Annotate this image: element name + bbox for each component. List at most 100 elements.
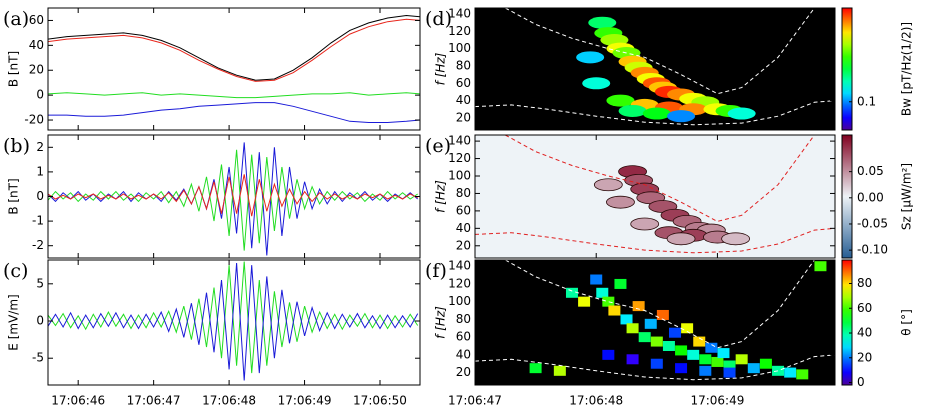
x-tick-label: 17:06:48: [569, 394, 623, 408]
x-tick-label: 17:06:48: [202, 394, 256, 408]
colorbar-tick-label: 20: [857, 350, 872, 364]
spectral-cell: [588, 16, 617, 29]
y-tick-label: -20: [24, 113, 44, 127]
spectral-cell: [705, 342, 718, 353]
y-tick-label: 20: [456, 365, 471, 379]
y-tick-label: 1: [36, 164, 44, 178]
dashed-curve: [475, 227, 835, 254]
spectral-cell: [644, 318, 657, 329]
y-tick-label: 60: [29, 13, 44, 27]
spectral-cell: [596, 287, 609, 298]
y-tick-label: 100: [448, 169, 471, 183]
y-tick-label: 100: [448, 294, 471, 308]
spectral-cell: [662, 340, 675, 351]
x-tick-label: 17:06:46: [51, 394, 105, 408]
plot-frame: [474, 134, 836, 259]
spectral-cell: [656, 309, 669, 320]
spectral-cell: [606, 94, 635, 107]
colorbar-tick-label: -0.05: [857, 216, 888, 230]
colorbar-tick-label: -0.10: [857, 243, 888, 257]
plot-frame: [47, 259, 421, 386]
y-tick-label: 20: [456, 110, 471, 124]
spectral-cell: [727, 107, 756, 120]
colorbar: [841, 7, 853, 131]
series-line: [48, 18, 420, 82]
plot-area: [48, 261, 419, 381]
colorbar-tick-label: 0: [857, 375, 865, 389]
spectral-cell: [626, 323, 639, 334]
y-tick-label: 20: [456, 238, 471, 252]
spectral-cell: [669, 327, 681, 338]
spectral-cell: [576, 51, 605, 64]
plot-area: [475, 260, 835, 385]
y-tick-label: 0: [36, 88, 44, 102]
spectral-cell: [642, 107, 671, 120]
spectral-cell: [717, 348, 730, 359]
x-tick-label: 17:06:47: [127, 394, 181, 408]
spectral-cell: [772, 365, 785, 376]
colorbar-label: Sz [μW/m²]: [900, 163, 914, 230]
colorbar-tick-label: 40: [857, 326, 872, 340]
spectral-cell: [626, 354, 639, 365]
spectral-cell: [608, 305, 621, 316]
y-tick-label: 140: [448, 259, 471, 273]
y-tick-label: 0: [36, 189, 44, 203]
x-tick-label: 17:06:49: [690, 394, 744, 408]
spectral-cell: [638, 332, 651, 343]
colorbar: [841, 134, 853, 259]
series-line: [48, 92, 420, 99]
spectral-cell: [650, 336, 663, 347]
y-tick-label: 40: [456, 347, 471, 361]
spectral-cell: [632, 301, 645, 312]
plot-frame: [474, 7, 836, 131]
series-line: [48, 102, 420, 123]
y-tick-label: 140: [448, 7, 471, 21]
panel-label: (a): [3, 8, 29, 30]
colorbar-tick-label: 0.05: [857, 164, 884, 178]
colorbar-label: θ [°]: [900, 309, 914, 336]
y-tick-label: 60: [456, 76, 471, 90]
spectral-cell: [666, 232, 696, 246]
spectral-cell: [606, 195, 635, 209]
spectral-cell: [650, 358, 663, 369]
spectral-cell: [747, 363, 760, 374]
y-tick-label: 120: [448, 276, 471, 290]
panel-label: (d): [425, 8, 452, 30]
series-line: [48, 174, 418, 217]
spectral-cell: [711, 356, 724, 367]
spectral-cell: [723, 367, 736, 378]
y-tick-label: 2: [36, 140, 44, 154]
y-tick-label: 120: [448, 24, 471, 38]
panel-label: (f): [425, 260, 447, 282]
x-tick-label: 17:06:47: [448, 394, 502, 408]
spectral-cell: [699, 365, 712, 376]
panel-label: (c): [3, 260, 28, 282]
spectral-cell: [814, 261, 827, 272]
spectral-cell: [614, 278, 627, 289]
y-tick-label: -1: [32, 214, 44, 228]
series-line: [48, 14, 420, 81]
dashed-curve: [505, 135, 815, 222]
y-tick-label: 80: [456, 186, 471, 200]
y-tick-label: 60: [456, 330, 471, 344]
spectral-cell: [618, 104, 647, 117]
colorbar: [841, 259, 853, 386]
y-tick-label: -5: [32, 351, 44, 365]
y-axis-label: f [Hz]: [434, 52, 448, 85]
dashed-curve: [475, 100, 835, 126]
spectral-cell: [667, 110, 696, 123]
spectral-cell: [721, 232, 751, 246]
panel-label: (e): [425, 135, 451, 157]
plot-frame: [474, 259, 836, 386]
y-axis-label: B [nT]: [7, 51, 21, 87]
y-tick-label: 40: [456, 93, 471, 107]
spectral-cell: [578, 296, 591, 307]
y-axis-label: E [mV/m]: [7, 294, 21, 350]
y-tick-label: 60: [456, 203, 471, 217]
spectral-cell: [553, 365, 566, 376]
y-tick-label: 0: [36, 314, 44, 328]
spectral-cell: [687, 349, 700, 360]
colorbar-tick-label: 60: [857, 301, 872, 315]
y-tick-label: 40: [29, 38, 44, 52]
